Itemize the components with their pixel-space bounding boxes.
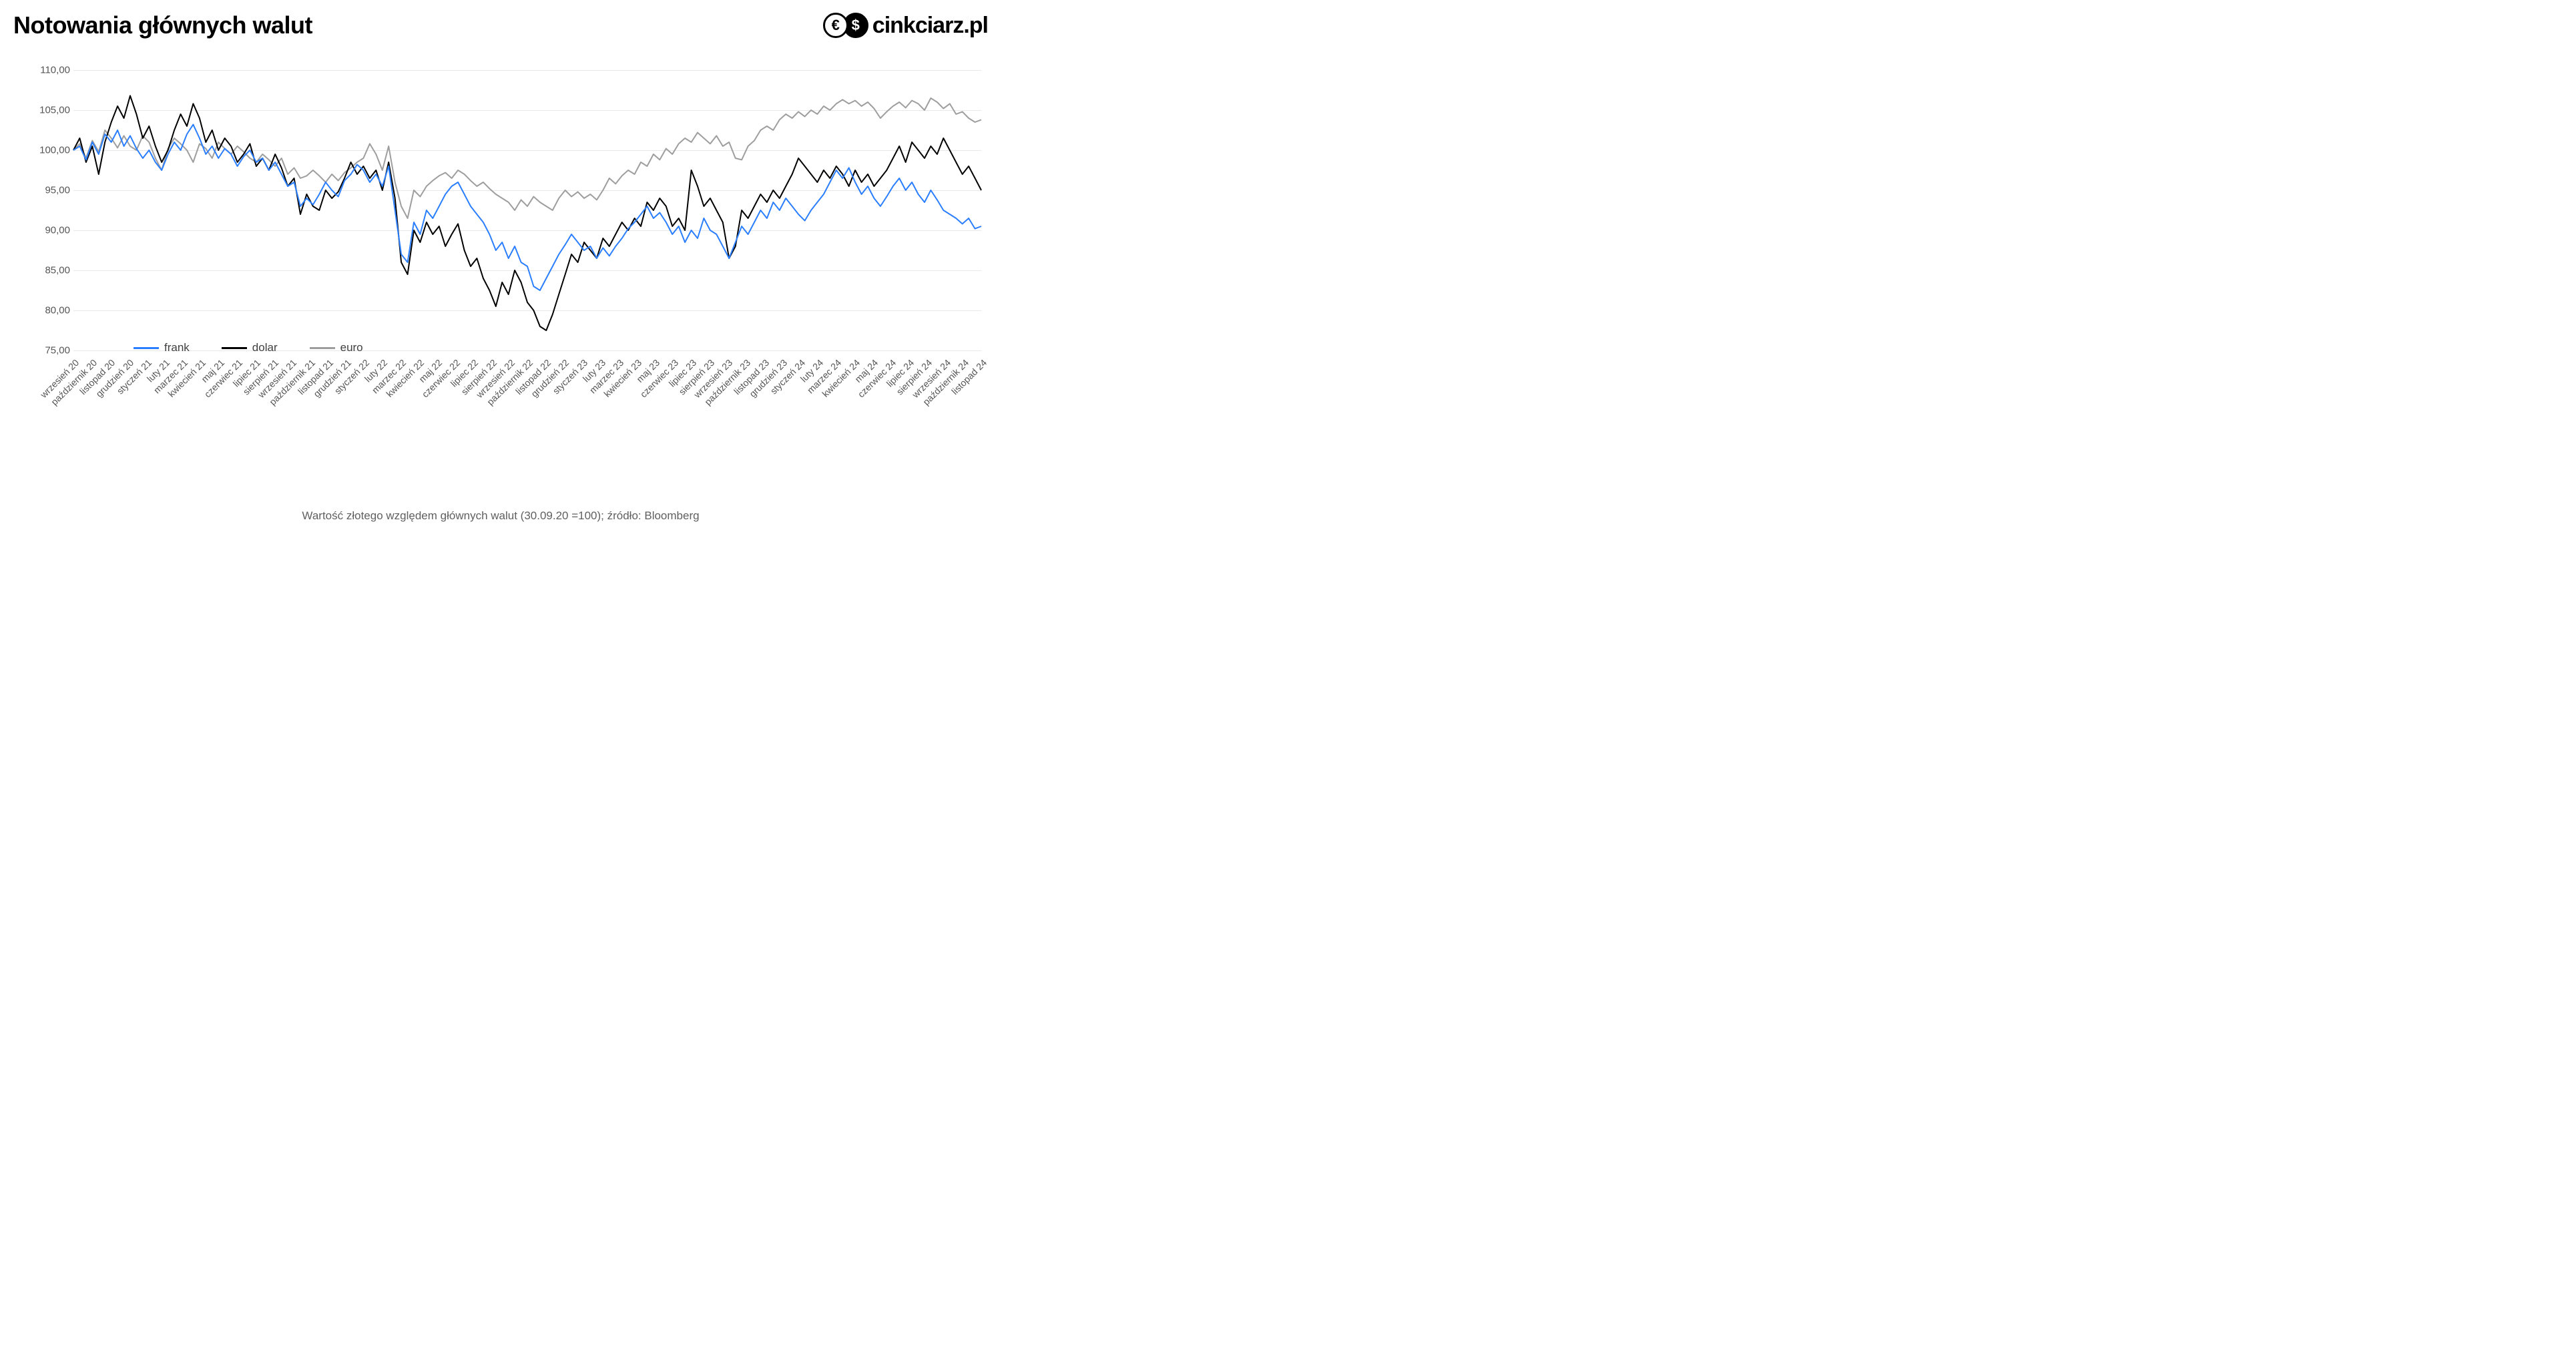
logo-icons: € $	[823, 13, 868, 38]
legend-swatch	[134, 347, 159, 349]
y-tick-label: 75,00	[27, 345, 70, 356]
legend-label: dolar	[252, 341, 278, 354]
series-dolar	[73, 95, 981, 330]
legend-label: euro	[340, 341, 363, 354]
y-tick-label: 105,00	[27, 105, 70, 116]
legend-item-frank: frank	[134, 341, 190, 354]
euro-icon: €	[823, 13, 848, 38]
header: Notowania głównych walut € $ cinkciarz.p…	[13, 5, 988, 45]
brand-logo: € $ cinkciarz.pl	[823, 13, 988, 39]
chart-title: Notowania głównych walut	[13, 11, 312, 39]
plot-area: 75,0080,0085,0090,0095,00100,00105,00110…	[73, 70, 981, 350]
caption: Wartość złotego względem głównych walut …	[0, 509, 1001, 523]
legend-item-dolar: dolar	[222, 341, 278, 354]
y-tick-label: 90,00	[27, 225, 70, 236]
series-euro	[73, 98, 981, 218]
y-tick-label: 80,00	[27, 305, 70, 316]
y-tick-label: 100,00	[27, 145, 70, 156]
legend-swatch	[310, 347, 335, 349]
x-axis: wrzesień 20październik 20listopad 20grud…	[73, 357, 981, 477]
legend: frank dolar euro	[134, 341, 363, 354]
y-tick-label: 95,00	[27, 185, 70, 196]
legend-label: frank	[164, 341, 190, 354]
legend-swatch	[222, 347, 247, 349]
y-axis: 75,0080,0085,0090,0095,00100,00105,00110…	[27, 70, 70, 350]
line-series-svg	[73, 70, 981, 350]
series-frank	[73, 125, 981, 290]
y-tick-label: 85,00	[27, 265, 70, 276]
brand-text: cinkciarz.pl	[872, 13, 988, 39]
legend-item-euro: euro	[310, 341, 363, 354]
y-tick-label: 110,00	[27, 65, 70, 76]
chart-container: Notowania głównych walut € $ cinkciarz.p…	[0, 0, 1001, 533]
